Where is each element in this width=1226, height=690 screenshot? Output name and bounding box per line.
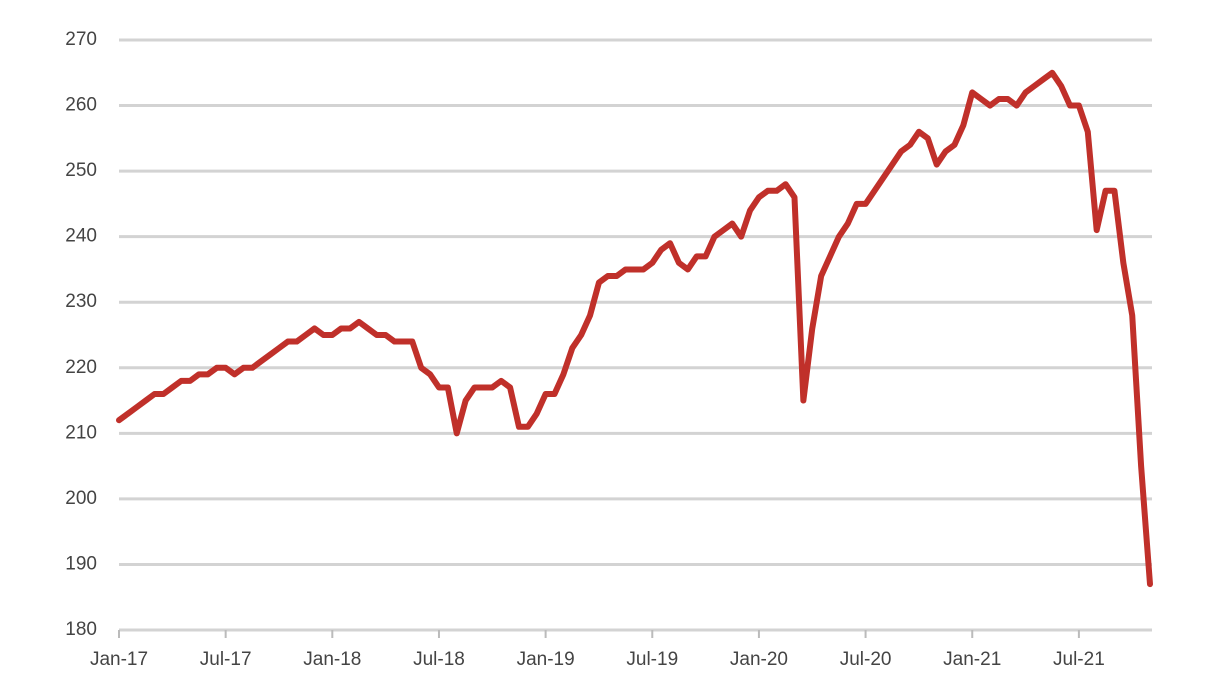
- x-tick-label: Jan-18: [303, 649, 361, 670]
- y-tick-label: 210: [65, 422, 97, 443]
- x-tick-label: Jul-17: [200, 649, 252, 670]
- y-tick-label: 220: [65, 357, 97, 378]
- y-tick-label: 260: [65, 95, 97, 116]
- x-tick-label: Jul-18: [413, 649, 465, 670]
- y-tick-label: 200: [65, 488, 97, 509]
- y-tick-label: 240: [65, 226, 97, 247]
- y-tick-label: 230: [65, 291, 97, 312]
- x-tick-label: Jan-21: [943, 649, 1001, 670]
- x-tick-label: Jan-19: [517, 649, 575, 670]
- y-tick-label: 190: [65, 553, 97, 574]
- y-tick-label: 270: [65, 29, 97, 50]
- line-series: [116, 69, 1153, 588]
- x-tick-label: Jan-17: [90, 649, 148, 670]
- x-tick-label: Jul-20: [840, 649, 892, 670]
- x-tick-label: Jan-20: [730, 649, 788, 670]
- x-tick-label: Jul-21: [1053, 649, 1105, 670]
- y-tick-label: 250: [65, 160, 97, 181]
- x-tick-label: Jul-19: [626, 649, 678, 670]
- y-tick-label: 180: [65, 619, 97, 640]
